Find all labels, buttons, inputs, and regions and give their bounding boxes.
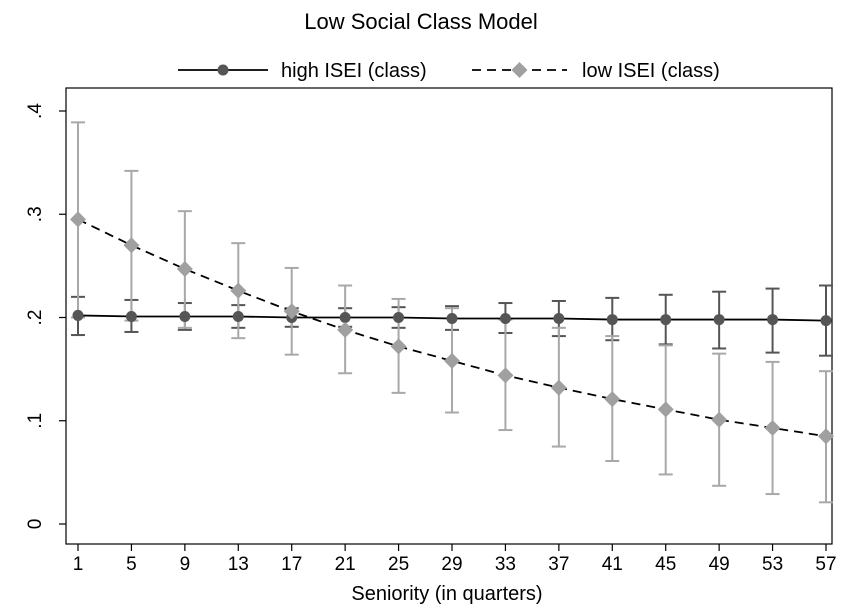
series-0-point-12 xyxy=(713,314,725,326)
x-tick-label-13: 53 xyxy=(762,554,783,575)
x-tick-label-8: 33 xyxy=(495,554,516,575)
series-0-point-0 xyxy=(72,309,84,321)
series-1-point-12 xyxy=(711,411,728,428)
series-0-point-10 xyxy=(606,314,618,326)
series-1-point-13 xyxy=(764,419,781,436)
x-tick-label-2: 9 xyxy=(180,554,191,575)
legend-item-1-marker xyxy=(511,62,528,78)
series-1-point-7 xyxy=(444,352,460,369)
legend-item-0-marker xyxy=(217,64,229,76)
series-0-point-3 xyxy=(232,310,244,322)
series-0-point-13 xyxy=(767,314,779,326)
series-0-point-6 xyxy=(393,312,405,323)
series-0-point-9 xyxy=(553,313,565,325)
x-tick-label-3: 13 xyxy=(228,554,249,575)
series-0-point-5 xyxy=(339,312,351,323)
series-0-point-11 xyxy=(660,314,672,326)
series-1-point-14 xyxy=(818,428,834,445)
series-1-point-2 xyxy=(176,260,193,277)
series-0-point-1 xyxy=(125,310,137,322)
x-tick-label-9: 37 xyxy=(548,554,569,575)
series-1-point-5 xyxy=(337,321,354,338)
legend-item-0-label: high ISEI (class) xyxy=(281,60,427,82)
x-tick-label-10: 41 xyxy=(602,554,623,575)
x-tick-label-12: 49 xyxy=(709,554,730,575)
x-tick-label-5: 21 xyxy=(335,554,356,575)
series-0-point-2 xyxy=(179,310,191,322)
x-tick-label-6: 25 xyxy=(388,554,409,575)
x-tick-label-4: 17 xyxy=(281,554,302,575)
series-1-point-8 xyxy=(497,367,514,384)
y-tick-label-3: .3 xyxy=(25,206,46,222)
series-1-point-11 xyxy=(657,401,674,418)
legend: high ISEI (class) low ISEI (class) xyxy=(178,60,720,82)
y-tick-label-2: .2 xyxy=(25,310,46,326)
series-1-point-4 xyxy=(283,303,300,320)
series-1-point-6 xyxy=(390,338,407,355)
x-tick-label-14: 57 xyxy=(815,554,836,575)
x-tick-label-7: 29 xyxy=(441,554,462,575)
series-1-point-9 xyxy=(550,379,567,396)
series-1-point-10 xyxy=(604,391,621,408)
series-1-point-3 xyxy=(230,282,247,299)
x-tick-label-0: 1 xyxy=(73,554,84,575)
x-tick-label-11: 45 xyxy=(655,554,676,575)
series-1-line xyxy=(77,218,827,438)
series-1-point-0 xyxy=(70,211,86,228)
legend-item-1-label: low ISEI (class) xyxy=(582,60,720,82)
chart-title: Low Social Class Model xyxy=(304,9,538,34)
x-axis-label: Seniority (in quarters) xyxy=(351,583,542,605)
series-1-point-1 xyxy=(123,237,140,254)
series-0-point-7 xyxy=(446,313,458,325)
series-0-point-14 xyxy=(820,315,832,327)
y-tick-label-1: .1 xyxy=(25,413,46,429)
plot-area: 0 .1 .2 .3 .4 1 5 9 13 17 21 25 29 33 37 41 45 49 53 57 xyxy=(25,87,837,575)
x-tick-label-1: 5 xyxy=(126,554,137,575)
y-tick-label-0: 0 xyxy=(25,519,46,530)
y-tick-label-4: .4 xyxy=(25,103,46,119)
plot-frame xyxy=(65,87,833,545)
series-0-point-8 xyxy=(499,313,511,325)
